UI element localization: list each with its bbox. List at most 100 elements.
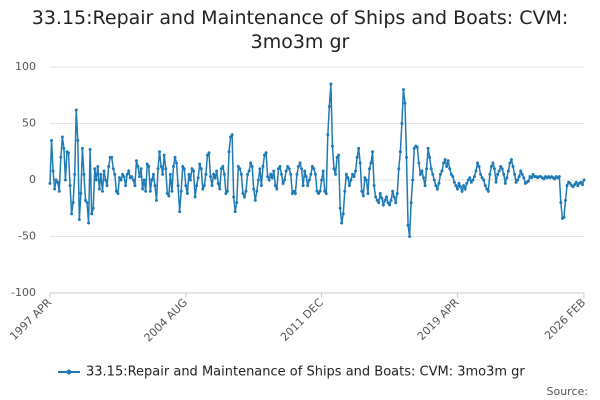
- point: [270, 176, 274, 180]
- point: [110, 155, 114, 159]
- point: [388, 203, 392, 207]
- point: [50, 138, 54, 142]
- legend-label: 33.15:Repair and Maintenance of Ships an…: [86, 365, 525, 380]
- point: [225, 189, 229, 193]
- point: [579, 180, 583, 184]
- point: [409, 201, 413, 205]
- point: [233, 210, 237, 214]
- point: [519, 169, 523, 173]
- point: [67, 151, 71, 155]
- point: [97, 187, 101, 191]
- point: [369, 161, 373, 165]
- point: [82, 172, 86, 176]
- point: [455, 187, 459, 191]
- point: [168, 172, 172, 176]
- point: [403, 101, 407, 105]
- point: [94, 178, 98, 182]
- point: [580, 183, 584, 187]
- point: [244, 189, 248, 193]
- point: [432, 178, 436, 182]
- point: [355, 155, 359, 159]
- point: [320, 178, 324, 182]
- point: [90, 212, 94, 216]
- point: [204, 172, 208, 176]
- point: [165, 192, 169, 196]
- point: [463, 187, 467, 191]
- point: [195, 184, 199, 188]
- point: [51, 169, 55, 173]
- point: [209, 175, 213, 179]
- point: [100, 189, 104, 193]
- point: [246, 172, 250, 176]
- point: [292, 189, 296, 193]
- point: [70, 212, 74, 216]
- point: [406, 223, 410, 227]
- point: [573, 183, 577, 187]
- point: [357, 146, 361, 150]
- point: [249, 161, 253, 165]
- point: [107, 164, 111, 168]
- point: [491, 161, 495, 165]
- point: [219, 167, 223, 171]
- point: [96, 164, 100, 168]
- point: [514, 180, 518, 184]
- point: [238, 167, 242, 171]
- point: [122, 175, 126, 179]
- point: [71, 201, 75, 205]
- point: [164, 167, 168, 171]
- point: [380, 196, 384, 200]
- point: [179, 189, 183, 193]
- x-tick-label: 1997 APR: [7, 296, 54, 343]
- point: [207, 151, 211, 155]
- point: [63, 178, 67, 182]
- point: [489, 164, 493, 168]
- y-tick-label: 50: [22, 117, 36, 130]
- point: [221, 164, 225, 168]
- point: [330, 144, 334, 148]
- point: [574, 180, 578, 184]
- point: [384, 195, 388, 199]
- point: [440, 169, 444, 173]
- point: [167, 194, 171, 198]
- point: [394, 201, 398, 205]
- point: [263, 153, 267, 157]
- point: [173, 155, 177, 159]
- point: [235, 201, 239, 205]
- point: [343, 189, 347, 193]
- point: [175, 161, 179, 165]
- point: [337, 153, 341, 157]
- point: [347, 184, 351, 188]
- point: [210, 184, 214, 188]
- point: [185, 192, 189, 196]
- point: [492, 167, 496, 171]
- point: [272, 169, 276, 173]
- point: [125, 172, 129, 176]
- point: [312, 167, 316, 171]
- point: [124, 184, 128, 188]
- point: [358, 161, 362, 165]
- point: [74, 108, 78, 112]
- point: [215, 169, 219, 173]
- point: [162, 153, 166, 157]
- point: [309, 172, 313, 176]
- point: [516, 178, 520, 182]
- point: [332, 167, 336, 171]
- x-tick-label: 2011 DEC: [278, 296, 326, 344]
- x-tick-label: 2026 FEB: [542, 296, 588, 342]
- point: [499, 164, 503, 168]
- point: [290, 192, 294, 196]
- point: [134, 159, 138, 163]
- point: [366, 192, 370, 196]
- point: [116, 192, 120, 196]
- point: [284, 169, 288, 173]
- point: [293, 192, 297, 196]
- point: [442, 161, 446, 165]
- point: [53, 187, 57, 191]
- point: [363, 176, 367, 180]
- point: [278, 164, 282, 168]
- point: [300, 167, 304, 171]
- point: [264, 151, 268, 155]
- point: [85, 201, 89, 205]
- point: [509, 158, 513, 162]
- point: [91, 206, 95, 210]
